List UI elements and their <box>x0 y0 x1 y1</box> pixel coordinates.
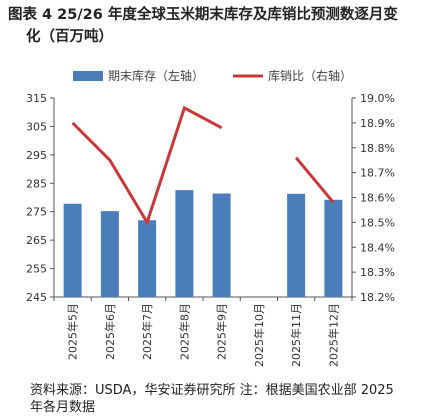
bar <box>287 193 306 297</box>
right-tick-label: 18.4% <box>360 241 395 254</box>
x-tick-label: 2025年12月 <box>326 303 340 367</box>
left-tick-label: 265 <box>26 234 47 247</box>
source-note: 资料来源：USDA，华安证券研究所 注：根据美国农业部 2025 <box>30 383 394 398</box>
line-series <box>71 105 335 226</box>
bar <box>175 190 194 297</box>
x-tick-label: 2025年10月 <box>252 303 266 367</box>
x-tick-label: 2025年7月 <box>140 303 154 360</box>
bar <box>324 199 343 297</box>
left-tick-label: 285 <box>26 177 47 190</box>
chart-title-line1: 图表 4 25/26 年度全球玉米期末库存及库销比预测数逐月变 <box>8 7 398 23</box>
left-tick-label: 245 <box>26 291 47 304</box>
bars <box>63 190 343 297</box>
axes: 245 255 265 275 285 295 305 315 18.2% 18.3% 18.4% 1… <box>26 92 395 367</box>
x-tick-label: 2025年11月 <box>289 303 303 367</box>
x-tick-label: 2025年5月 <box>66 303 80 360</box>
chart-title: 图表 4 25/26 年度全球玉米期末库存及库销比预测数逐月变 化（百万吨） <box>8 4 434 48</box>
right-tick-label: 18.6% <box>360 192 395 205</box>
left-tick-label: 315 <box>26 92 47 105</box>
left-tick-label: 305 <box>26 120 47 133</box>
right-tick-label: 19.0% <box>360 92 395 105</box>
bar <box>138 220 157 297</box>
left-tick-label: 255 <box>26 263 47 276</box>
right-tick-label: 18.7% <box>360 167 395 180</box>
left-tick-label: 275 <box>26 206 47 219</box>
x-tick-label: 2025年6月 <box>103 303 117 360</box>
bar <box>212 193 231 297</box>
bar <box>100 211 119 297</box>
legend: 期末库存（左轴） 库销比（右轴） <box>73 68 352 83</box>
bar <box>63 203 82 297</box>
legend-bar-label: 期末库存（左轴） <box>108 68 204 83</box>
legend-line-label: 库销比（右轴） <box>268 68 352 83</box>
line-segment <box>71 105 223 226</box>
source-note-line2: 年各月数据 <box>30 400 96 415</box>
legend-bar-swatch <box>73 71 103 81</box>
line-segment <box>294 156 335 204</box>
chart: 期末库存（左轴） 库销比（右轴） 245 255 265 275 285 295 305 31… <box>26 68 395 367</box>
right-tick-label: 18.5% <box>360 216 395 229</box>
x-tick-label: 2025年9月 <box>215 303 229 360</box>
right-tick-label: 18.8% <box>360 142 395 155</box>
x-tick-label: 2025年8月 <box>177 303 191 360</box>
right-tick-label: 18.2% <box>360 291 395 304</box>
left-tick-label: 295 <box>26 149 47 162</box>
right-tick-label: 18.9% <box>360 117 395 130</box>
chart-title-line2: 化（百万吨） <box>26 29 113 45</box>
right-tick-label: 18.3% <box>360 266 395 279</box>
